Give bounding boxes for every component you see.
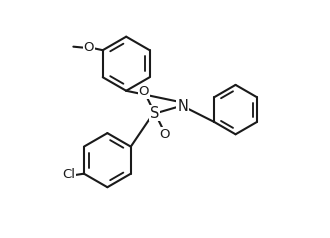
Text: N: N	[177, 99, 188, 114]
Text: Cl: Cl	[63, 168, 76, 181]
Text: O: O	[139, 85, 149, 99]
Text: O: O	[160, 128, 170, 141]
Text: O: O	[83, 41, 94, 54]
Text: S: S	[150, 106, 159, 121]
